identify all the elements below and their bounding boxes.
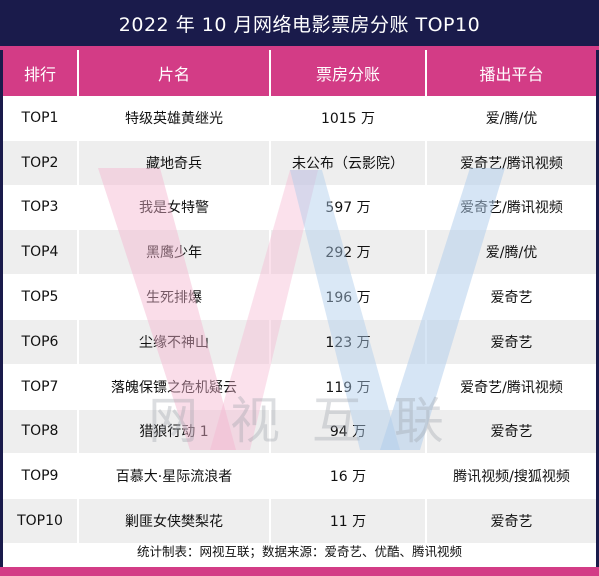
table-row: TOP8 猎狼行动 1 94 万 爱奇艺 (3, 409, 596, 455)
box-office-cell: 292 万 (271, 230, 427, 276)
title-underline (0, 46, 599, 50)
movie-name-cell: 生死排爆 (79, 275, 271, 320)
table-row: TOP1 特级英雄黄继光 1015 万 爱/腾/优 (3, 96, 596, 141)
rank-cell: TOP9 (3, 454, 79, 500)
rank-cell: TOP2 (3, 140, 79, 186)
table-header-row: 排行 片名 票房分账 播出平台 (3, 50, 596, 96)
rank-cell: TOP1 (3, 96, 79, 141)
rank-cell: TOP8 (3, 409, 79, 455)
rank-cell: TOP3 (3, 185, 79, 231)
table-row: TOP7 落魄保镖之危机疑云 119 万 爱奇艺/腾讯视频 (3, 364, 596, 410)
platform-cell: 爱奇艺 (427, 409, 596, 455)
rank-cell: TOP7 (3, 364, 79, 410)
platform-cell: 腾讯视频/搜狐视频 (427, 454, 596, 500)
platform-cell: 爱奇艺/腾讯视频 (427, 185, 596, 231)
table-row: TOP3 我是女特警 597 万 爱奇艺/腾讯视频 (3, 185, 596, 231)
box-office-cell: 1015 万 (271, 96, 427, 141)
column-header-platform: 播出平台 (427, 50, 596, 96)
page-title: 2022 年 10 月网络电影票房分账 TOP10 (0, 0, 599, 46)
table-row: TOP4 黑鹰少年 292 万 爱/腾/优 (3, 230, 596, 276)
movie-name-cell: 藏地奇兵 (79, 140, 271, 186)
box-office-cell: 11 万 (271, 499, 427, 544)
column-header-name: 片名 (79, 50, 271, 96)
platform-cell: 爱奇艺 (427, 319, 596, 365)
platform-cell: 爱奇艺 (427, 275, 596, 320)
table-row: TOP5 生死排爆 196 万 爱奇艺 (3, 275, 596, 320)
table-row: TOP2 藏地奇兵 未公布（云影院） 爱奇艺/腾讯视频 (3, 140, 596, 186)
column-header-rank: 排行 (3, 50, 79, 96)
movie-name-cell: 黑鹰少年 (79, 230, 271, 276)
source-note: 统计制表：网视互联；数据来源：爱奇艺、优酷、腾讯视频 (136, 543, 462, 559)
rank-cell: TOP10 (3, 499, 79, 544)
box-office-cell: 16 万 (271, 454, 427, 500)
movie-name-cell: 落魄保镖之危机疑云 (79, 364, 271, 410)
movie-name-cell: 尘缘不神山 (79, 319, 271, 365)
platform-cell: 爱/腾/优 (427, 96, 596, 141)
box-office-cell: 196 万 (271, 275, 427, 320)
box-office-cell: 123 万 (271, 319, 427, 365)
platform-cell: 爱奇艺 (427, 499, 596, 544)
table-row: TOP6 尘缘不神山 123 万 爱奇艺 (3, 319, 596, 365)
column-header-box-office: 票房分账 (271, 50, 427, 96)
platform-cell: 爱/腾/优 (427, 230, 596, 276)
platform-cell: 爱奇艺/腾讯视频 (427, 364, 596, 410)
box-office-cell: 94 万 (271, 409, 427, 455)
movie-name-cell: 猎狼行动 1 (79, 409, 271, 455)
movie-name-cell: 特级英雄黄继光 (79, 96, 271, 141)
rank-cell: TOP4 (3, 230, 79, 276)
movie-name-cell: 剿匪女侠樊梨花 (79, 499, 271, 544)
movie-name-cell: 百慕大·星际流浪者 (79, 454, 271, 500)
rank-cell: TOP5 (3, 275, 79, 320)
box-office-cell: 597 万 (271, 185, 427, 231)
movie-name-cell: 我是女特警 (79, 185, 271, 231)
box-office-cell: 119 万 (271, 364, 427, 410)
rank-cell: TOP6 (3, 319, 79, 365)
table-row: TOP10 剿匪女侠樊梨花 11 万 爱奇艺 (3, 499, 596, 544)
platform-cell: 爱奇艺/腾讯视频 (427, 140, 596, 186)
table-row: TOP9 百慕大·星际流浪者 16 万 腾讯视频/搜狐视频 (3, 454, 596, 500)
bottom-accent-bar (0, 567, 599, 576)
box-office-cell: 未公布（云影院） (271, 140, 427, 186)
box-office-table: 排行 片名 票房分账 播出平台 TOP1 特级英雄黄继光 1015 万 爱/腾/… (3, 50, 596, 544)
